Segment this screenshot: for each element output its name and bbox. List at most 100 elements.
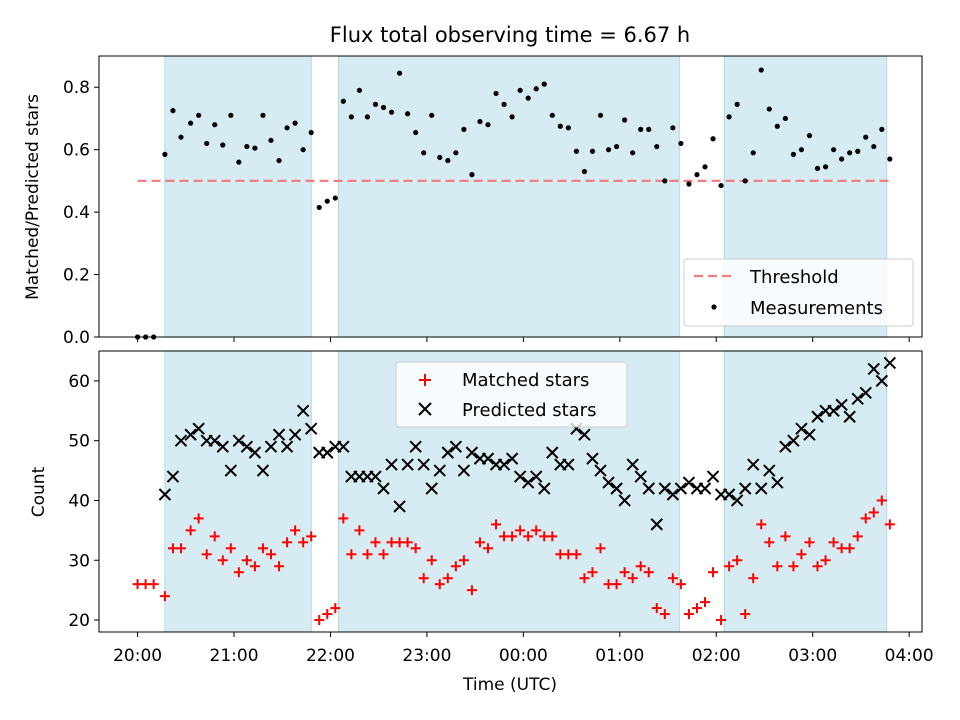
measurement-point-80	[782, 115, 788, 122]
matched-star-point-51	[547, 531, 558, 542]
x-b	[698, 482, 712, 495]
x-tick-label-7: 03:00	[788, 646, 837, 666]
matched-star-point-38	[442, 573, 453, 584]
measurement-point-64	[654, 143, 660, 150]
legend-threshold-label: Threshold	[749, 267, 839, 288]
matched-star-point-61	[627, 573, 638, 584]
x-b	[224, 464, 238, 477]
predicted-star-point-70	[722, 488, 736, 501]
x-b	[280, 440, 294, 453]
measurement-point-86	[830, 147, 837, 153]
measurement-point-18	[284, 125, 290, 131]
measurement-point-27	[356, 87, 363, 93]
x-b	[192, 422, 205, 435]
x-b	[377, 482, 390, 495]
x-b	[827, 404, 840, 417]
measurement-point-91	[871, 143, 877, 150]
matched-star-point-43	[482, 543, 493, 554]
x-b	[513, 470, 527, 483]
predicted-star-point-8	[224, 464, 238, 477]
predicted-star-point-1	[166, 470, 180, 483]
x-b	[184, 428, 197, 441]
measurement-point-10	[220, 142, 226, 148]
matched-star-point-21	[306, 531, 317, 542]
measurement-point-25	[340, 98, 346, 104]
bottom-shaded-interval-1	[164, 350, 312, 633]
measurement-point-47	[517, 87, 523, 93]
matched-star-point-19	[290, 525, 301, 536]
matched-star-point-28	[362, 549, 373, 560]
measurement-point-61	[630, 150, 636, 156]
predicted-star-point-56	[610, 482, 623, 495]
matched-star-point-25	[338, 513, 349, 524]
top-shaded-interval-2	[338, 55, 680, 338]
x-b	[771, 476, 784, 489]
predicted-star-point-27	[377, 482, 390, 495]
matched-star-point-69	[691, 603, 702, 614]
x-tick-label-6: 02:00	[692, 646, 741, 666]
predicted-star-point-12	[256, 464, 270, 477]
legend-measurements-marker	[711, 304, 717, 310]
predicted-star-point-47	[538, 482, 551, 495]
x-b	[610, 482, 623, 495]
predicted-star-point-32	[417, 458, 430, 471]
x-b	[321, 446, 334, 459]
measurement-point-23	[324, 198, 330, 204]
measurement-point-57	[597, 112, 604, 118]
measurement-point-45	[501, 101, 507, 107]
measurement-point-46	[509, 114, 515, 120]
matched-star-point-10	[217, 555, 228, 566]
matched-star-point-88	[844, 543, 855, 554]
matched-star-point-5	[175, 543, 186, 554]
matched-star-point-23	[322, 609, 333, 620]
x-b	[240, 440, 254, 453]
matched-star-point-77	[756, 519, 767, 530]
x-b	[706, 470, 720, 483]
measurement-point-31	[388, 109, 395, 115]
predicted-star-point-50	[562, 458, 575, 471]
top-y-tick-label-4: 0.8	[63, 78, 90, 98]
x-b	[433, 464, 446, 477]
measurement-point-70	[702, 164, 708, 170]
predicted-star-point-61	[650, 518, 663, 531]
matched-star-point-37	[434, 579, 445, 590]
x-b	[393, 500, 406, 513]
predicted-star-point-0	[158, 488, 172, 501]
predicted-star-point-31	[409, 440, 422, 453]
matched-star-point-64	[651, 603, 662, 614]
top-panel: 0.00.20.40.60.8 Matched/Predicted stars …	[23, 55, 923, 348]
measurement-point-16	[268, 137, 274, 143]
x-b	[505, 452, 519, 465]
x-b	[787, 434, 800, 447]
top-legend: Threshold Measurements	[683, 258, 914, 327]
x-b	[264, 440, 278, 453]
x-b	[859, 386, 872, 400]
measurement-point-51	[549, 112, 555, 118]
bottom-legend: Matched stars Predicted stars	[395, 361, 628, 428]
x-b	[248, 446, 262, 459]
measurement-point-4	[170, 108, 176, 114]
x-b	[851, 392, 864, 406]
x-b	[682, 476, 696, 489]
measurement-point-14	[252, 145, 258, 151]
x-b	[650, 518, 663, 531]
predicted-star-point-37	[457, 464, 471, 477]
x-b	[530, 470, 543, 483]
predicted-star-point-30	[401, 458, 414, 471]
measurement-point-30	[380, 104, 387, 111]
matched-star-point-83	[804, 537, 815, 548]
x-b	[288, 428, 302, 441]
x-b	[602, 476, 615, 489]
x-b	[562, 458, 575, 471]
matched-star-point-89	[852, 531, 863, 542]
matched-star-point-44	[491, 519, 502, 530]
matched-star-point-27	[354, 525, 365, 536]
matched-star-point-16	[265, 549, 276, 560]
predicted-star-point-20	[321, 446, 334, 459]
matched-star-point-47	[515, 525, 526, 536]
matched-star-point-40	[458, 555, 469, 566]
measurement-point-88	[847, 150, 853, 156]
predicted-star-point-6	[208, 434, 221, 447]
predicted-star-point-22	[337, 440, 350, 453]
